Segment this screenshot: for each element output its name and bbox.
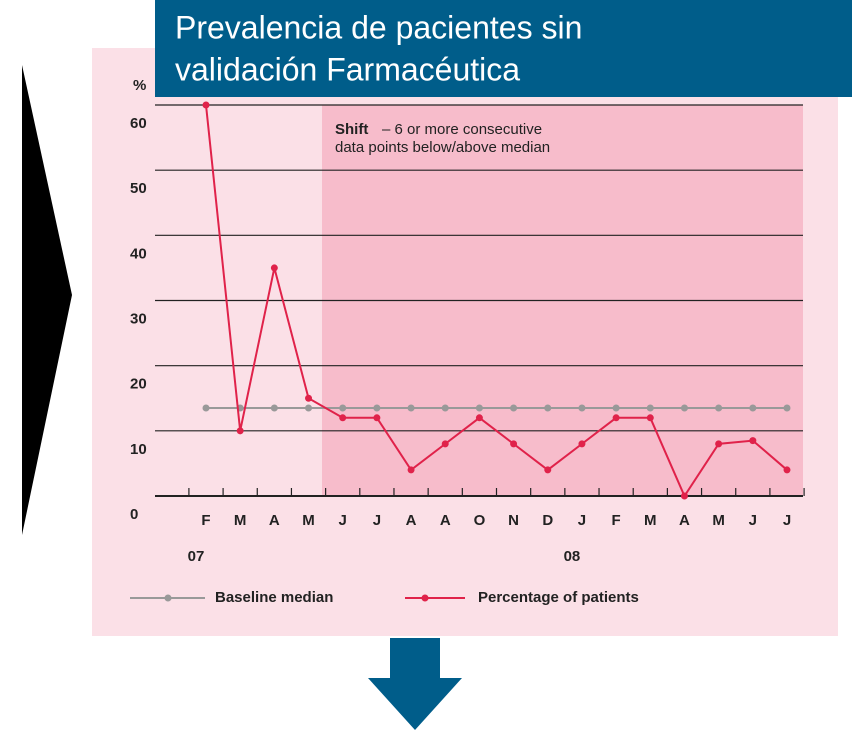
x-tick-label: A xyxy=(440,512,451,529)
point xyxy=(783,404,791,412)
x-tick-label: J xyxy=(339,512,347,529)
point xyxy=(578,404,586,412)
point xyxy=(749,404,757,412)
point xyxy=(510,440,518,448)
x-tick-label: D xyxy=(542,512,553,529)
x-tick-label: F xyxy=(201,512,210,529)
point xyxy=(441,440,449,448)
point xyxy=(407,466,415,474)
year-label: 08 xyxy=(564,548,581,565)
point xyxy=(612,414,620,422)
point xyxy=(715,440,723,448)
legend-label: Baseline median xyxy=(215,589,333,606)
point xyxy=(544,466,552,474)
point xyxy=(715,404,723,412)
y-tick-label: 20 xyxy=(130,376,147,393)
point xyxy=(612,404,620,412)
y-tick-label: 0 xyxy=(130,506,138,523)
point xyxy=(305,404,313,412)
point xyxy=(475,414,483,422)
y-tick-label: 10 xyxy=(130,441,147,458)
point xyxy=(202,101,210,109)
year-label: 07 xyxy=(188,548,205,565)
y-tick-label: 50 xyxy=(130,180,147,197)
point xyxy=(236,427,244,435)
legend-dot xyxy=(164,594,172,602)
point xyxy=(373,414,381,422)
x-tick-label: M xyxy=(644,512,657,529)
point xyxy=(407,404,415,412)
point xyxy=(680,492,688,500)
x-tick-label: A xyxy=(269,512,280,529)
annotation-title: Shift xyxy=(335,121,368,138)
legend-dot xyxy=(421,594,429,602)
x-tick-label: M xyxy=(302,512,315,529)
point xyxy=(578,440,586,448)
title-line: validación Farmacéutica xyxy=(175,51,520,87)
series-line xyxy=(205,104,788,499)
point xyxy=(783,466,791,474)
point xyxy=(510,404,518,412)
point xyxy=(646,404,654,412)
point xyxy=(441,404,449,412)
x-tick-label: M xyxy=(234,512,247,529)
point xyxy=(305,394,313,402)
x-tick-label: A xyxy=(406,512,417,529)
x-tick-label: A xyxy=(679,512,690,529)
x-tick-label: J xyxy=(373,512,381,529)
title-box xyxy=(155,0,852,97)
point xyxy=(339,414,347,422)
y-tick-label: 40 xyxy=(130,245,147,262)
annotation: – 6 or more consecutive xyxy=(382,121,542,138)
x-tick-label: J xyxy=(783,512,791,529)
y-tick-label: 30 xyxy=(130,310,147,327)
point xyxy=(270,404,278,412)
point xyxy=(339,404,347,412)
down-arrow xyxy=(368,638,462,730)
point xyxy=(544,404,552,412)
point xyxy=(202,404,210,412)
point xyxy=(680,404,688,412)
x-tick-label: F xyxy=(612,512,621,529)
y-axis-label: % xyxy=(133,77,146,94)
x-tick-label: J xyxy=(749,512,757,529)
x-tick-label: N xyxy=(508,512,519,529)
side-arrow xyxy=(22,65,72,535)
x-tick-label: O xyxy=(474,512,486,529)
point xyxy=(270,264,278,272)
legend-label: Percentage of patients xyxy=(478,589,639,606)
point xyxy=(475,404,483,412)
x-tick-label: M xyxy=(712,512,725,529)
y-tick-label: 60 xyxy=(130,115,147,132)
title-line: Prevalencia de pacientes sin xyxy=(175,9,582,45)
point xyxy=(646,414,654,422)
point xyxy=(749,437,757,445)
annotation: data points below/above median xyxy=(335,139,550,156)
point xyxy=(373,404,381,412)
x-tick-label: J xyxy=(578,512,586,529)
